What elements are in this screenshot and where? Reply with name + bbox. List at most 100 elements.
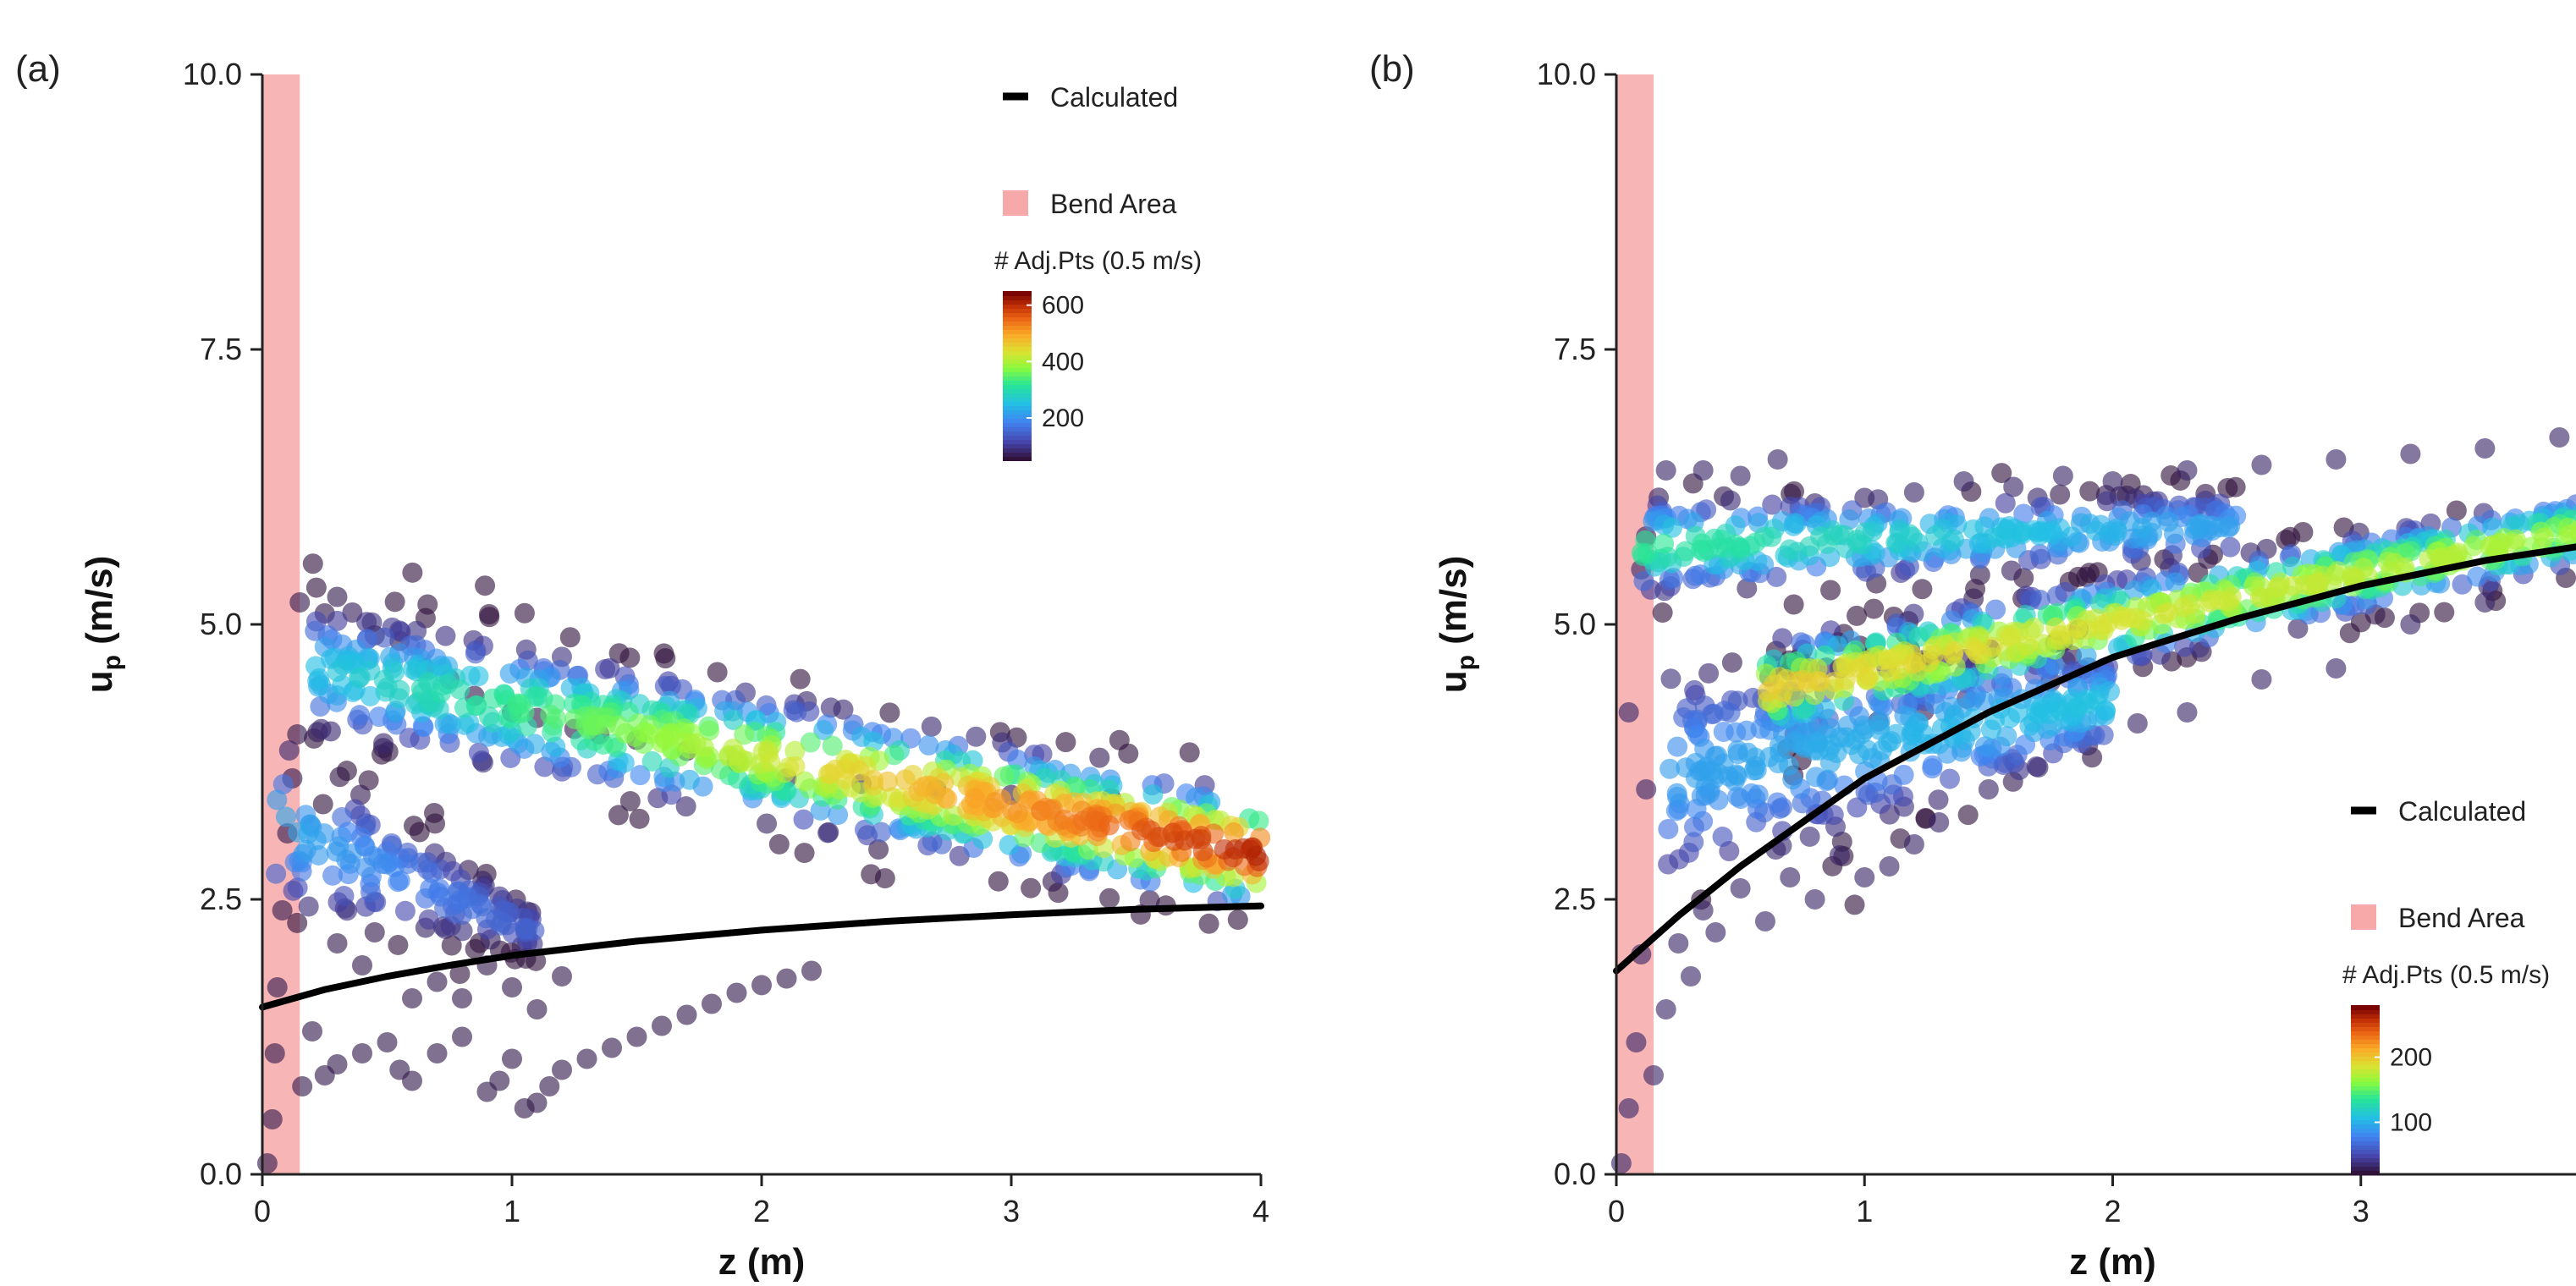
y-axis-title-unit: (m/s) [1433,556,1474,655]
scatter-point [352,1043,372,1063]
colorbar-segment [2351,1090,2380,1095]
scatter-point [368,706,389,728]
scatter-point [298,896,319,917]
colorbar-segment [1003,354,1032,360]
colorbar-segment [2351,1018,2380,1023]
scatter-point [1847,530,1868,551]
scatter-point [1660,758,1681,779]
scatter-point [2287,618,2309,639]
scatter-point [288,822,309,843]
colorbar-segment [2351,1132,2380,1137]
scatter-point [2029,543,2050,564]
colorbar-segment [1003,346,1032,351]
x-tick-label: 2 [753,1194,770,1228]
scatter-point [409,822,430,843]
colorbar-segment [1003,359,1032,364]
scatter-point [813,719,834,740]
scatter-point [1661,517,1682,538]
scatter-point [1829,845,1850,866]
scatter-point [267,977,288,997]
scatter-point [1675,541,1696,562]
scatter-point [2326,658,2347,679]
scatter-point [452,988,472,1008]
scatter-points [256,553,1271,1173]
scatter-point [364,922,385,943]
colorbar-segment [1003,371,1032,376]
colorbar-segment [2351,1077,2380,1082]
colorbar-segment [1003,405,1032,410]
scatter-point [861,864,882,885]
scatter-point [2001,560,2022,581]
scatter-point [2467,566,2488,587]
scatter-point [1879,856,1900,877]
scatter-point [1667,736,1688,757]
scatter-point [2092,615,2113,636]
scatter-point [1820,580,1841,601]
scatter-point [1666,783,1687,804]
scatter-point [1655,460,1676,481]
scatter-point [2026,756,2047,777]
legend-bend-area-swatch [1003,190,1028,216]
scatter-point [2549,427,2570,448]
scatter-point [1893,764,1914,785]
scatter-point [322,865,344,886]
scatter-point [679,769,700,790]
calculated-curve [1613,543,2576,975]
scatter-point [994,766,1015,787]
colorbar-segment [2351,1039,2380,1044]
scatter-point [327,610,348,631]
scatter-point [1943,644,1964,665]
scatter-point [1844,894,1865,915]
scatter-point [1631,542,1652,563]
colorbar-segment [1003,376,1032,381]
scatter-point [1610,1153,1632,1173]
y-tick-label: 2.5 [200,882,242,916]
scatter-point [2044,655,2065,676]
scatter-point [1633,570,1654,591]
scatter-point [289,592,311,613]
colorbar-segment [2351,1145,2380,1150]
colorbar-segment [2351,1026,2380,1031]
y-axis-title-subscript: p [1452,655,1480,670]
colorbar-segment [2351,1162,2380,1167]
scatter-point [421,862,443,883]
scatter-point [552,1059,572,1080]
scatter-point [526,999,548,1019]
scatter-point [1712,827,1733,848]
scatter-point [1772,628,1793,649]
colorbar-segment [2351,1098,2380,1103]
scatter-point [559,627,581,648]
scatter-point [868,839,889,860]
y-tick-label: 10.0 [183,57,242,91]
colorbar-segment [2351,1153,2380,1158]
scatter-point [468,742,489,763]
bend-area-band [262,74,300,1174]
scatter-point [384,591,405,613]
scatter-point [1939,768,1960,789]
scatter-point [478,603,499,624]
scatter-point [546,708,567,729]
colorbar-segment [2351,1170,2380,1175]
scatter-point [349,705,370,726]
scatter-point [1730,878,1751,899]
scatter-point [465,643,486,664]
scatter-point [1799,826,1820,847]
y-axis-title: up (m/s) [79,556,126,694]
scatter-point [1762,494,1783,515]
scatter-point [1814,699,1836,720]
scatter-point [272,900,293,921]
scatter-point [2452,574,2473,595]
scatter-point [921,716,942,737]
scatter-point [1142,783,1164,805]
colorbar-segment [2351,1073,2380,1078]
colorbar-segment [1003,418,1032,423]
scatter-point [1999,627,2020,648]
colorbar-segment [1003,363,1032,368]
colorbar-segment [2351,1030,2380,1036]
scatter-point [793,809,814,830]
y-tick-label: 5.0 [200,607,242,641]
scatter-point [1720,702,1741,723]
scatter-point [1658,818,1679,839]
scatter-point [377,1032,398,1052]
colorbar-segment [2351,1157,2380,1162]
